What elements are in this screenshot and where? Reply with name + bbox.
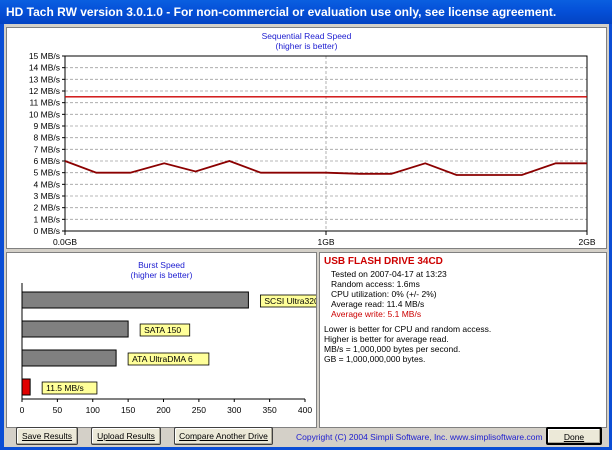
note-mb-definition: MB/s = 1,000,000 bytes per second. bbox=[324, 344, 461, 354]
note-gb-definition: GB = 1,000,000,000 bytes. bbox=[324, 354, 426, 364]
save-results-label: Save Results bbox=[21, 431, 73, 441]
read-y-tick-label: 2 MB/s bbox=[34, 203, 60, 213]
note-average-read: Higher is better for average read. bbox=[324, 334, 449, 344]
read-x-tick-label: 2GB bbox=[578, 237, 595, 247]
read-y-tick-label: 6 MB/s bbox=[34, 156, 60, 166]
burst-chart-panel: Burst Speed (higher is better) 0 50 100 150… bbox=[6, 252, 317, 428]
read-y-tick-label: 0 MB/s bbox=[34, 226, 60, 236]
read-plot-frame bbox=[64, 55, 588, 232]
read-x-tick-label: 1GB bbox=[317, 237, 334, 247]
done-label: Done bbox=[563, 432, 585, 442]
save-results-button[interactable]: Save Results bbox=[16, 427, 78, 445]
burst-bar bbox=[21, 378, 31, 396]
tested-date: Tested on 2007-04-17 at 13:23 bbox=[331, 269, 447, 279]
compare-another-drive-button[interactable]: Compare Another Drive bbox=[174, 427, 273, 445]
read-y-tick-label: 4 MB/s bbox=[34, 179, 60, 189]
window-title: HD Tach RW version 3.0.1.0 - For non-com… bbox=[6, 5, 557, 19]
copyright-text: Copyright (C) 2004 Simpli Software, Inc.… bbox=[296, 432, 543, 442]
burst-bar-label-box bbox=[259, 294, 316, 308]
burst-bar-label: 11.5 MB/s bbox=[46, 383, 84, 393]
note-cpu-random: Lower is better for CPU and random acces… bbox=[324, 324, 492, 334]
read-y-tick-label: 12 MB/s bbox=[29, 86, 60, 96]
results-info-panel: USB FLASH DRIVE 34CD Tested on 2007-04-1… bbox=[319, 252, 607, 428]
upload-results-button[interactable]: Upload Results bbox=[91, 427, 161, 445]
read-y-tick-label: 14 MB/s bbox=[29, 63, 60, 73]
cpu-utilization: CPU utilization: 0% (+/- 2%) bbox=[331, 289, 437, 299]
read-chart-subtitle: (higher is better) bbox=[275, 41, 338, 51]
read-chart-title: Sequential Read Speed bbox=[261, 31, 352, 41]
upload-results-label: Upload Results bbox=[97, 431, 155, 441]
drive-name: USB FLASH DRIVE 34CD bbox=[324, 256, 443, 267]
random-access: Random access: 1.6ms bbox=[331, 279, 420, 289]
burst-chart: 0 50 100 150 200 250 300 350 400 SCSI Ultra320 SAT… bbox=[20, 283, 316, 415]
burst-chart-title: Burst Speed bbox=[138, 260, 185, 270]
read-line-darkred-series bbox=[64, 160, 587, 176]
read-y-tick-label: 5 MB/s bbox=[34, 168, 60, 178]
done-button[interactable]: Done bbox=[546, 427, 602, 445]
average-read: Average read: 11.4 MB/s bbox=[331, 299, 425, 309]
burst-bar-label: SCSI Ultra320 bbox=[264, 296, 316, 306]
burst-bar-label: ATA UltraDMA 6 bbox=[132, 354, 193, 364]
burst-bar bbox=[21, 291, 249, 309]
read-y-tick-label: 15 MB/s bbox=[29, 51, 60, 61]
read-y-tick-label: 1 MB/s bbox=[34, 214, 60, 224]
window-title-bar[interactable]: HD Tach RW version 3.0.1.0 - For non-com… bbox=[0, 0, 612, 24]
burst-bar-label-box bbox=[127, 352, 210, 366]
read-x-tick-label: 0.0GB bbox=[53, 237, 77, 247]
burst-bar bbox=[21, 320, 129, 338]
read-y-tick-label: 9 MB/s bbox=[34, 121, 60, 131]
read-y-tick-label: 13 MB/s bbox=[29, 74, 60, 84]
burst-chart-subtitle: (higher is better) bbox=[130, 270, 193, 280]
burst-x-tick-label: 200 bbox=[156, 405, 170, 415]
burst-x-tick-label: 50 bbox=[53, 405, 63, 415]
read-y-tick-label: 11 MB/s bbox=[29, 98, 60, 108]
burst-x-tick-label: 100 bbox=[86, 405, 100, 415]
burst-x-tick-label: 300 bbox=[227, 405, 241, 415]
burst-x-tick-label: 400 bbox=[298, 405, 312, 415]
read-y-tick-label: 8 MB/s bbox=[34, 133, 60, 143]
burst-x-tick-label: 350 bbox=[263, 405, 277, 415]
burst-bar bbox=[21, 349, 117, 367]
compare-another-drive-label: Compare Another Drive bbox=[179, 431, 268, 441]
burst-bar-label-box bbox=[41, 381, 98, 395]
read-y-tick-label: 10 MB/s bbox=[29, 109, 60, 119]
read-chart: 15 MB/s 14 MB/s13 MB/s 12 MB/s 11 MB/s10 MB… bbox=[29, 51, 596, 247]
read-y-tick-label: 7 MB/s bbox=[34, 144, 60, 154]
burst-x-tick-label: 0 bbox=[20, 405, 25, 415]
burst-x-tick-label: 250 bbox=[192, 405, 206, 415]
read-y-tick-label: 3 MB/s bbox=[34, 191, 60, 201]
average-write: Average write: 5.1 MB/s bbox=[331, 309, 422, 319]
read-chart-panel: Sequential Read Speed (higher is better)… bbox=[6, 27, 607, 249]
burst-bar-label: SATA 150 bbox=[144, 325, 181, 335]
burst-bar-label-box bbox=[139, 323, 191, 337]
burst-x-tick-label: 150 bbox=[121, 405, 135, 415]
